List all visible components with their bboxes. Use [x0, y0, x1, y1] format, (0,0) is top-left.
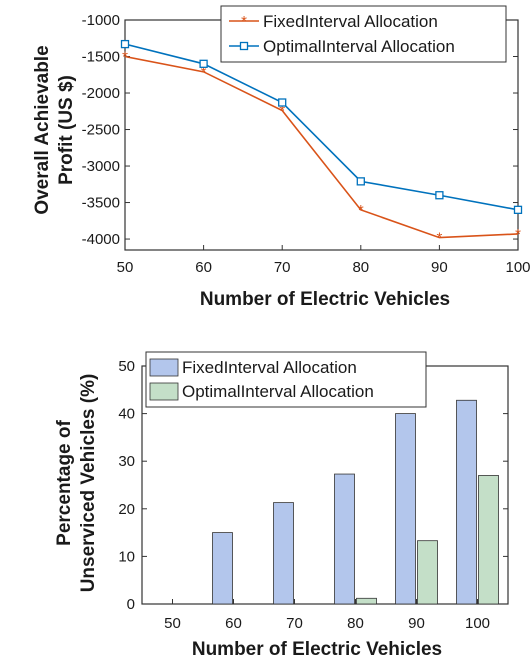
- y-tick-label: -1000: [82, 12, 120, 29]
- bar-fixed-70: [273, 502, 294, 605]
- bar-optimal-90: [417, 540, 438, 605]
- legend-box: [145, 351, 427, 408]
- x-tick-label: 70: [286, 615, 303, 632]
- y-tick-label: -3500: [82, 195, 120, 212]
- y-tick-label: 40: [118, 406, 135, 423]
- legend: FixedInterval Allocation OptimalInterval…: [145, 351, 427, 408]
- y-tick-label: -3000: [82, 158, 120, 175]
- x-axis-ticks: 50 60 70 80 90 100: [117, 245, 531, 276]
- bar-optimal-80: [356, 597, 377, 605]
- legend-label-optimal: OptimalInterval Allocation: [182, 382, 374, 401]
- data-series: * * * * * *: [120, 39, 523, 247]
- data-point-optimal: [278, 98, 287, 107]
- x-tick-label: 60: [195, 259, 212, 276]
- data-point-optimal: [120, 39, 130, 49]
- data-point-fixed: *: [122, 49, 128, 66]
- x-tick-label: 80: [352, 259, 369, 276]
- y-tick-label: 0: [127, 596, 135, 613]
- legend-marker-optimal: [239, 41, 249, 51]
- y-axis-ticks: -1000 -1500 -2000 -2500 -3000 -3500 -4000: [82, 12, 518, 248]
- bar-fixed-60: [212, 532, 233, 605]
- y-tick-label: -2500: [82, 122, 120, 139]
- legend-swatch-fixed: [149, 358, 179, 377]
- data-point-fixed: *: [279, 103, 285, 120]
- x-tick-label: 90: [431, 259, 448, 276]
- series-line-optimal: [124, 43, 519, 211]
- bar-optimal-100: [478, 475, 499, 605]
- x-tick-label: 50: [164, 615, 181, 632]
- legend-label-fixed: FixedInterval Allocation: [263, 12, 438, 31]
- y-axis-label-line1: Overall Achievable: [32, 45, 53, 214]
- x-tick-label: 100: [505, 259, 530, 276]
- x-tick-label: 100: [465, 615, 490, 632]
- data-point-fixed: *: [515, 226, 521, 243]
- profit-line-chart: -1000 -1500 -2000 -2500 -3000 -3500 -4000 50 60…: [32, 5, 531, 310]
- legend-swatch-optimal: [149, 382, 179, 401]
- legend-label-optimal: OptimalInterval Allocation: [263, 37, 455, 56]
- legend-label-fixed: FixedInterval Allocation: [182, 358, 357, 377]
- x-tick-label: 80: [347, 615, 364, 632]
- y-tick-label: -4000: [82, 231, 120, 248]
- bars: [212, 399, 499, 605]
- bar-fixed-90: [395, 413, 416, 605]
- x-tick-label: 50: [117, 259, 134, 276]
- x-axis-label: Number of Electric Vehicles: [192, 639, 442, 660]
- data-point-optimal: [513, 205, 523, 214]
- y-axis-ticks: 0 10 20 30 40 50: [118, 358, 508, 613]
- x-tick-label: 60: [225, 615, 242, 632]
- data-point-fixed: *: [201, 64, 207, 81]
- x-axis-ticks: 50 60 70 80 90 100: [164, 599, 490, 632]
- data-point-optimal: [435, 191, 444, 200]
- x-tick-label: 70: [274, 259, 291, 276]
- legend-marker-fixed: *: [241, 13, 247, 30]
- x-axis-label: Number of Electric Vehicles: [200, 289, 450, 310]
- y-tick-label: -2000: [82, 85, 120, 102]
- series-line-fixed: [124, 55, 519, 239]
- data-point-fixed: *: [436, 230, 442, 247]
- data-point-optimal: [199, 59, 208, 68]
- y-tick-label: 20: [118, 501, 135, 518]
- data-point-fixed: *: [358, 202, 364, 219]
- y-axis-label-line2: Unserviced Vehicles (%): [78, 374, 99, 593]
- y-axis-label-line2: Profit (US $): [56, 75, 77, 185]
- data-point-optimal: [356, 177, 365, 186]
- y-tick-label: 10: [118, 548, 135, 565]
- y-tick-label: 50: [118, 358, 135, 375]
- x-tick-label: 90: [408, 615, 425, 632]
- y-tick-label: -1500: [82, 49, 120, 66]
- legend-box: [220, 5, 507, 63]
- bar-fixed-80: [334, 473, 355, 605]
- legend: * FixedInterval Allocation OptimalInterv…: [220, 5, 507, 63]
- bar-fixed-100: [456, 399, 477, 605]
- y-axis-label-line1: Percentage of: [54, 420, 75, 546]
- y-tick-label: 30: [118, 453, 135, 470]
